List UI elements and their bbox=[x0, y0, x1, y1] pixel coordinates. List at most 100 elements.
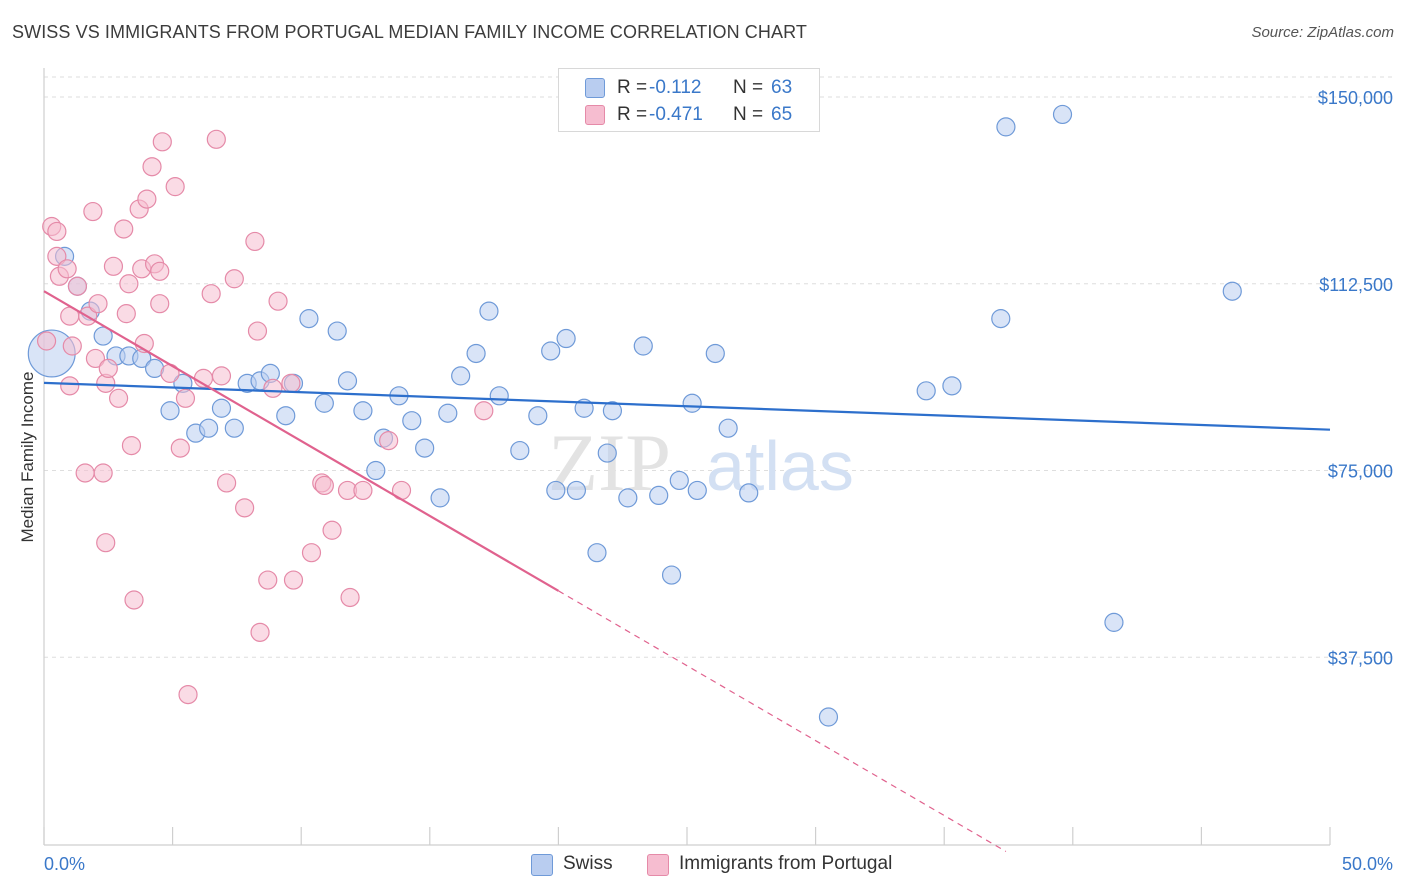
r-value: -0.471 bbox=[649, 104, 703, 125]
tick-labels: $37,500 $75,000 $112,500 $150,000 0.0% 50.0% bbox=[44, 88, 1393, 874]
x-tick-label-max: 50.0% bbox=[1342, 854, 1393, 874]
correlation-legend: R = -0.112 N = 63 R = -0.471 N = 65 bbox=[558, 68, 820, 132]
portugal-point bbox=[281, 373, 301, 393]
portugal-swatch bbox=[585, 105, 605, 125]
portugal-point bbox=[247, 321, 268, 341]
swiss-point bbox=[541, 341, 561, 361]
swiss-point bbox=[415, 438, 435, 458]
swiss-point bbox=[211, 398, 232, 418]
portugal-point bbox=[150, 294, 170, 314]
swiss-point bbox=[687, 480, 707, 501]
swiss-point bbox=[479, 301, 499, 321]
grid bbox=[44, 76, 1392, 658]
portugal-point bbox=[108, 388, 129, 408]
swiss-point bbox=[489, 386, 509, 406]
portugal-point bbox=[150, 261, 170, 281]
portugal-point bbox=[314, 475, 334, 496]
swiss-point bbox=[718, 418, 738, 438]
portugal-point bbox=[170, 438, 190, 458]
portugal-swatch bbox=[647, 854, 669, 876]
swiss-point bbox=[649, 485, 669, 505]
watermark-atlas: atlas bbox=[706, 427, 854, 505]
portugal-point bbox=[175, 388, 196, 408]
y-tick-label: $150,000 bbox=[1318, 88, 1393, 108]
portugal-point bbox=[103, 256, 124, 276]
portugal-point bbox=[235, 498, 255, 518]
portugal-point bbox=[201, 284, 221, 304]
swiss-point bbox=[942, 376, 962, 396]
swiss-point bbox=[337, 371, 358, 391]
portugal-point bbox=[121, 436, 142, 456]
swiss-point bbox=[705, 343, 725, 364]
swiss-point bbox=[199, 418, 219, 438]
axes bbox=[43, 68, 1331, 846]
series-legend: Swiss Immigrants from Portugal bbox=[0, 852, 1406, 878]
portugal-point bbox=[152, 132, 172, 152]
trend-lines bbox=[43, 290, 1331, 852]
portugal-point bbox=[67, 276, 88, 296]
portugal-point bbox=[268, 291, 288, 311]
portugal-point bbox=[93, 463, 113, 483]
swiss-point bbox=[633, 336, 653, 356]
swiss-point bbox=[916, 381, 936, 401]
swiss-point bbox=[818, 707, 839, 727]
portugal-point bbox=[114, 219, 134, 239]
swiss-trend-line bbox=[43, 381, 1331, 431]
portugal-point bbox=[211, 366, 232, 386]
chart-title: SWISS VS IMMIGRANTS FROM PORTUGAL MEDIAN… bbox=[12, 22, 807, 42]
swiss-point bbox=[528, 406, 548, 426]
swiss-point bbox=[602, 401, 623, 421]
swiss-point bbox=[556, 328, 576, 349]
swiss-point bbox=[739, 483, 759, 503]
swiss-point bbox=[353, 401, 373, 421]
portugal-point bbox=[137, 189, 157, 209]
portugal-point bbox=[217, 473, 237, 493]
portugal-point bbox=[301, 543, 322, 563]
swiss-point bbox=[1104, 612, 1124, 632]
portugal-point bbox=[250, 622, 270, 642]
swiss-point bbox=[366, 460, 386, 481]
portugal-point bbox=[36, 331, 57, 351]
data-points bbox=[27, 104, 1242, 727]
portugal-point bbox=[245, 231, 265, 252]
swiss-point bbox=[682, 393, 702, 413]
portugal-point bbox=[142, 157, 162, 177]
swiss-point bbox=[661, 565, 682, 585]
swiss-point bbox=[276, 406, 296, 426]
swiss-point bbox=[510, 440, 530, 461]
r-value: -0.112 bbox=[649, 77, 702, 98]
swiss-point bbox=[438, 403, 458, 423]
y-axis-label: Median Family Income bbox=[18, 371, 37, 542]
swiss-point bbox=[669, 470, 689, 491]
portugal-point bbox=[224, 269, 244, 289]
swiss-point bbox=[618, 488, 638, 508]
portugal-trend-line bbox=[43, 290, 559, 592]
y-tick-label: $112,500 bbox=[1319, 275, 1393, 295]
portugal-point bbox=[119, 274, 139, 294]
r-label: R = bbox=[617, 77, 648, 98]
portugal-point bbox=[258, 570, 278, 590]
portugal-point bbox=[124, 590, 144, 610]
swiss-point bbox=[597, 443, 617, 463]
n-label: N = bbox=[733, 104, 764, 125]
swiss-point bbox=[566, 480, 587, 501]
swiss-point bbox=[546, 480, 566, 501]
portugal-point bbox=[47, 246, 67, 266]
portugal-point bbox=[96, 533, 116, 553]
portugal-point bbox=[83, 201, 103, 222]
portugal-trend-line-extension bbox=[558, 590, 1007, 852]
portugal-point bbox=[340, 587, 360, 608]
swiss-swatch bbox=[585, 78, 605, 98]
swiss-point bbox=[93, 326, 113, 346]
portugal-point bbox=[88, 294, 108, 314]
y-tick-label: $37,500 bbox=[1328, 648, 1393, 668]
swiss-point bbox=[402, 411, 422, 431]
portugal-point bbox=[206, 129, 226, 149]
portugal-point bbox=[165, 177, 185, 197]
portugal-point bbox=[474, 401, 494, 421]
portugal-point bbox=[283, 570, 304, 590]
portugal-point bbox=[85, 348, 106, 369]
swiss-point bbox=[314, 393, 334, 413]
portugal-point bbox=[60, 376, 80, 396]
